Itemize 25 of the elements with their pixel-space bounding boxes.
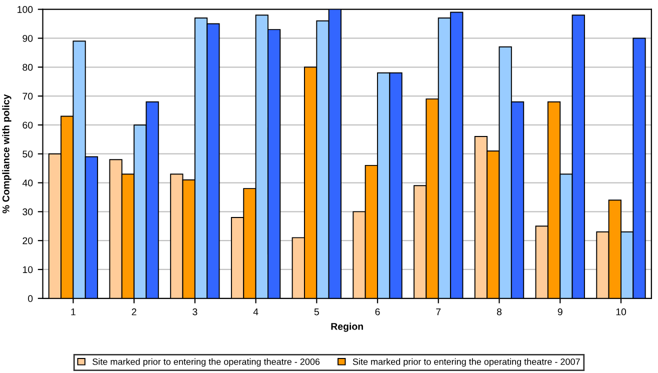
y-tick-label: 60 bbox=[22, 122, 33, 129]
x-tick-label: 9 bbox=[558, 308, 562, 316]
y-tick-label: 90 bbox=[22, 34, 33, 42]
legend-label: Site marked prior to entering the operating theatre - 2006 bbox=[92, 358, 320, 367]
x-tick-label: 8 bbox=[496, 308, 502, 316]
y-tick-label: 0 bbox=[28, 295, 33, 302]
x-tick-label: 2 bbox=[132, 308, 136, 316]
x-tick-label: 1 bbox=[71, 308, 76, 316]
y-tick-label: 50 bbox=[22, 150, 33, 158]
y-tick-label: 10 bbox=[22, 266, 33, 274]
y-axis-title: % Compliance with policy bbox=[2, 94, 12, 214]
x-tick-label: 6 bbox=[375, 308, 380, 316]
y-tick-label: 100 bbox=[18, 6, 33, 13]
y-tick-label: 70 bbox=[22, 92, 33, 100]
y-tick-label: 30 bbox=[22, 208, 33, 216]
y-tick-label: 20 bbox=[22, 237, 33, 244]
x-tick-label: 3 bbox=[192, 308, 198, 316]
x-tick-label: 10 bbox=[616, 308, 626, 316]
x-tick-label: 7 bbox=[436, 308, 441, 316]
y-tick-label: 80 bbox=[22, 64, 33, 71]
x-axis-title: Region bbox=[331, 322, 363, 332]
x-tick-label: 5 bbox=[314, 308, 319, 316]
x-tick-label: 4 bbox=[253, 308, 258, 316]
legend-label: Site marked prior to entering the operating theatre - 2007 bbox=[352, 358, 580, 367]
y-tick-label: 40 bbox=[22, 180, 33, 186]
